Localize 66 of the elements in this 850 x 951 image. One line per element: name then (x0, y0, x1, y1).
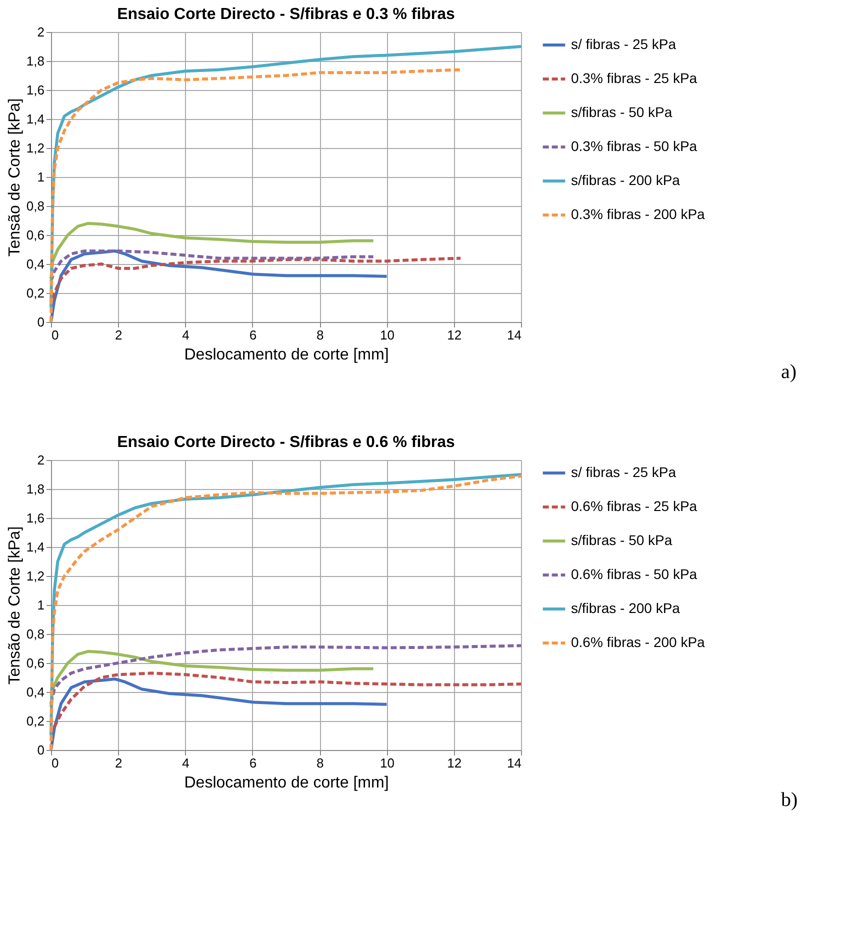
y-tick-label: 1,4 (26, 540, 44, 554)
y-axis-title: Tensão de Corte [kPa] (6, 526, 24, 685)
x-tick-label: 4 (182, 328, 190, 342)
chart-title: Ensaio Corte Directo - S/fibras e 0.3 % fibras (117, 6, 456, 23)
x-tick-label: 2 (115, 756, 122, 770)
x-tick-label: 6 (249, 756, 257, 770)
line-series (50, 650, 375, 708)
legend-label: 0.6% fibras - 25 kPa (571, 498, 698, 514)
legend-label: s/fibras - 50 kPa (571, 532, 672, 548)
y-tick-label: 1 (37, 170, 44, 184)
line-series (50, 256, 462, 309)
y-tick-label: 1,8 (26, 54, 44, 68)
y-tick-label: 1,2 (26, 568, 44, 584)
y-tick-label: 0,2 (26, 286, 44, 300)
x-tick-label: 10 (380, 756, 394, 770)
y-tick-label: 0 (37, 742, 44, 758)
y-tick-label: 1,4 (26, 112, 44, 126)
y-tick-label: 0,6 (26, 228, 44, 242)
y-tick-label: 0,8 (26, 626, 44, 642)
legend-label: s/fibras - 200 kPa (571, 600, 680, 616)
legend-label: s/ fibras - 25 kPa (571, 36, 676, 52)
legend-label: s/fibras - 50 kPa (571, 104, 672, 120)
line-series (50, 672, 522, 737)
y-tick-label: 1,6 (26, 510, 44, 526)
x-tick-label: 6 (249, 328, 257, 342)
x-tick-label: 12 (447, 328, 462, 342)
x-tick-label: 8 (316, 328, 324, 342)
chart-title: Ensaio Corte Directo - S/fibras e 0.6 % fibras (117, 434, 456, 451)
y-tick-label: 0,8 (26, 198, 44, 214)
y-tick-label: 1,2 (26, 140, 44, 156)
line-series (50, 222, 375, 280)
x-tick-label: 12 (447, 756, 462, 770)
y-tick-label: 2 (37, 452, 44, 468)
legend-label: s/fibras - 200 kPa (571, 172, 680, 188)
legend-label: 0.6% fibras - 50 kPa (571, 566, 698, 582)
legend-label: 0.3% fibras - 200 kPa (571, 206, 706, 222)
y-axis-title: Tensão de Corte [kPa] (6, 98, 24, 257)
x-tick-label: 2 (115, 328, 122, 342)
y-tick-label: 2 (37, 24, 44, 40)
x-tick-label: 0 (52, 328, 59, 342)
y-tick-label: 0 (37, 314, 44, 330)
x-axis-title: Deslocamento de corte [mm] (184, 774, 389, 792)
legend-label: 0.3% fibras - 50 kPa (571, 138, 698, 154)
y-tick-label: 1 (37, 598, 44, 612)
x-axis-title: Deslocamento de corte [mm] (184, 346, 389, 364)
x-tick-label: 0 (52, 756, 59, 770)
y-tick-label: 0,4 (26, 256, 44, 272)
x-tick-label: 14 (507, 328, 522, 342)
line-series (50, 644, 522, 706)
y-tick-label: 0,6 (26, 656, 44, 670)
line-series (50, 249, 375, 283)
x-tick-label: 10 (380, 328, 394, 342)
x-tick-label: 8 (316, 756, 324, 770)
legend-label: 0.3% fibras - 25 kPa (571, 70, 698, 86)
text: b) (781, 789, 798, 811)
legend-label: s/ fibras - 25 kPa (571, 464, 676, 480)
x-tick-label: 14 (507, 756, 522, 770)
y-tick-label: 0,2 (26, 714, 44, 728)
x-tick-label: 4 (182, 756, 190, 770)
y-tick-label: 0,4 (26, 684, 44, 700)
text: a) (781, 361, 797, 383)
y-tick-label: 1,8 (26, 482, 44, 496)
line-series (50, 677, 388, 752)
line-series (50, 68, 462, 324)
y-tick-label: 1,6 (26, 82, 44, 98)
legend-label: 0.6% fibras - 200 kPa (571, 634, 706, 650)
